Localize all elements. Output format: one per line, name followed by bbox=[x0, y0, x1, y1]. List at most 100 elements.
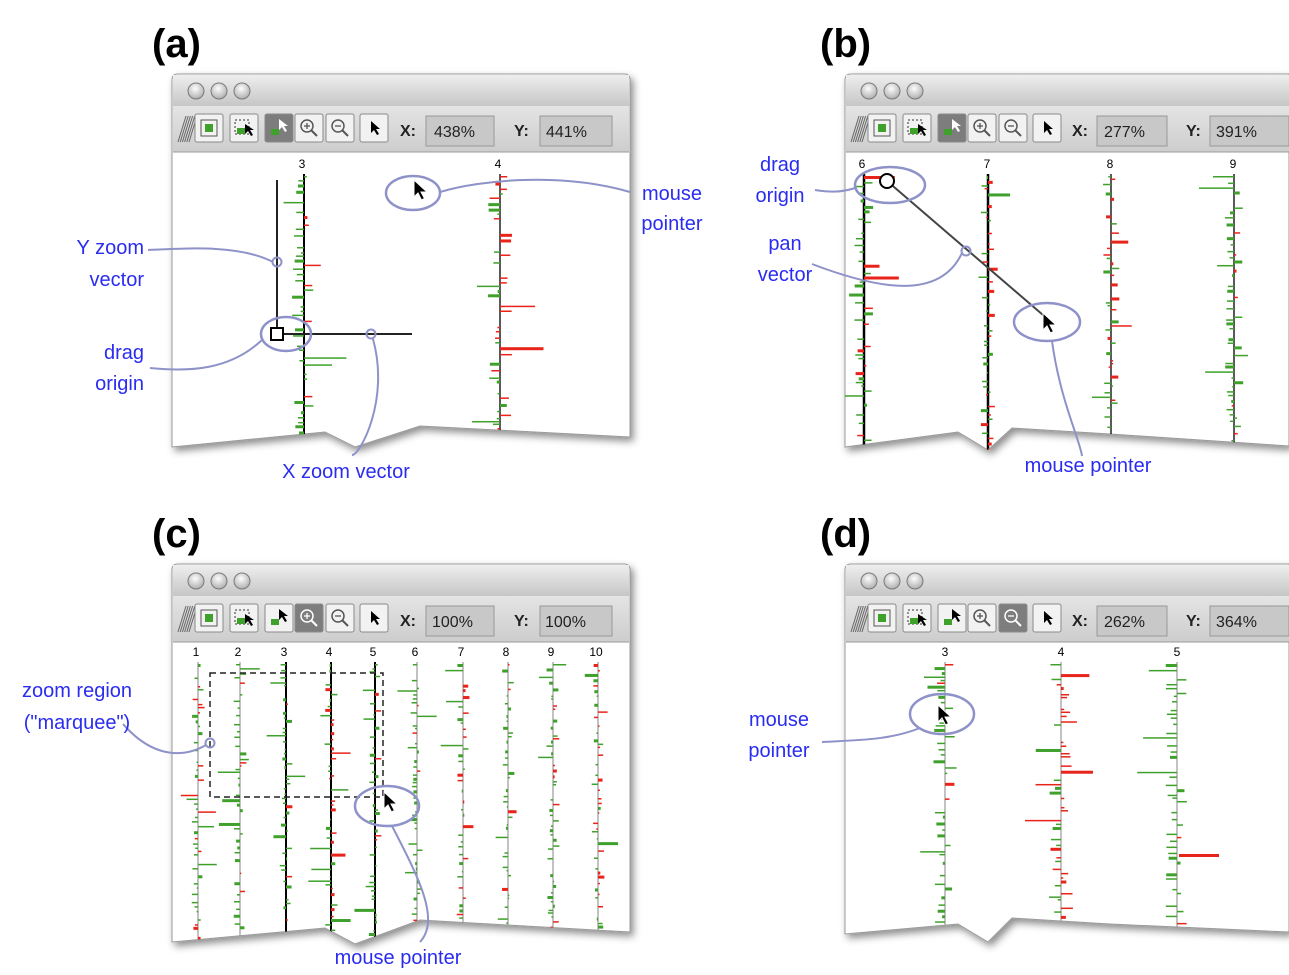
down-bar bbox=[594, 716, 598, 719]
window-zoom-button[interactable] bbox=[233, 572, 251, 590]
up-bar bbox=[506, 869, 508, 872]
up-bar bbox=[939, 722, 945, 724]
window-close-button[interactable] bbox=[187, 572, 205, 590]
fit-view-icon[interactable] bbox=[867, 113, 897, 143]
fit-view-icon[interactable] bbox=[194, 113, 224, 143]
zoom-out-icon[interactable] bbox=[998, 603, 1028, 633]
up-bar bbox=[598, 743, 604, 746]
pan-icon[interactable] bbox=[937, 113, 967, 143]
marquee-zoom-icon[interactable] bbox=[229, 603, 259, 633]
up-bar bbox=[598, 922, 603, 925]
up-bar bbox=[1165, 784, 1177, 787]
x-zoom-field[interactable] bbox=[425, 605, 495, 637]
up-bar bbox=[186, 798, 198, 801]
column-label: 4 bbox=[1058, 645, 1065, 659]
select-pointer-icon[interactable] bbox=[359, 603, 389, 633]
up-bar bbox=[1106, 257, 1111, 260]
window-close-button[interactable] bbox=[860, 82, 878, 100]
up-bar bbox=[845, 395, 864, 397]
zoom-in-icon[interactable] bbox=[967, 113, 997, 143]
select-pointer-icon[interactable] bbox=[359, 113, 389, 143]
down-bar bbox=[198, 811, 216, 813]
up-bar bbox=[858, 377, 864, 381]
up-bar bbox=[941, 896, 945, 900]
y-zoom-field[interactable] bbox=[539, 115, 613, 147]
up-bar bbox=[981, 296, 988, 299]
up-bar bbox=[292, 268, 304, 270]
zoom-out-icon[interactable] bbox=[998, 113, 1028, 143]
up-bar bbox=[375, 809, 378, 811]
up-bar bbox=[304, 405, 314, 407]
up-bar bbox=[373, 930, 375, 932]
up-bar bbox=[222, 799, 240, 803]
x-zoom-field[interactable] bbox=[425, 115, 495, 147]
up-bar bbox=[1234, 425, 1241, 428]
zoom-out-icon[interactable] bbox=[325, 603, 355, 633]
toolbar-grip-icon[interactable] bbox=[177, 115, 198, 143]
down-bar bbox=[1061, 696, 1068, 699]
up-bar bbox=[508, 874, 512, 877]
drag-origin-handle[interactable] bbox=[270, 327, 284, 341]
up-bar bbox=[411, 702, 417, 704]
up-bar bbox=[458, 754, 463, 758]
down-bar bbox=[1107, 247, 1111, 250]
up-bar bbox=[325, 826, 331, 830]
down-bar bbox=[1061, 674, 1090, 678]
down-bar bbox=[198, 765, 204, 767]
fit-view-icon[interactable] bbox=[867, 603, 897, 633]
up-bar bbox=[1234, 346, 1242, 350]
up-bar bbox=[497, 392, 500, 395]
up-bar bbox=[194, 816, 198, 819]
y-zoom-field[interactable] bbox=[1209, 115, 1289, 147]
pan-vector[interactable] bbox=[886, 180, 1044, 316]
up-bar bbox=[375, 920, 377, 924]
up-bar bbox=[988, 304, 991, 306]
up-bar bbox=[860, 199, 864, 203]
down-bar bbox=[412, 732, 417, 734]
window-zoom-button[interactable] bbox=[906, 82, 924, 100]
up-bar bbox=[1143, 737, 1177, 739]
window-minimize-button[interactable] bbox=[883, 572, 901, 590]
pan-icon[interactable] bbox=[264, 113, 294, 143]
zoom-in-icon[interactable] bbox=[294, 603, 324, 633]
window-close-button[interactable] bbox=[187, 82, 205, 100]
pan-icon[interactable] bbox=[264, 603, 294, 633]
callout-dot bbox=[960, 245, 972, 257]
window-close-button[interactable] bbox=[860, 572, 878, 590]
window-minimize-button[interactable] bbox=[210, 572, 228, 590]
up-bar bbox=[988, 352, 993, 356]
down-bar bbox=[508, 664, 510, 666]
marquee-zoom-icon[interactable] bbox=[902, 603, 932, 633]
toolbar-grip-icon[interactable] bbox=[177, 605, 198, 633]
window-zoom-button[interactable] bbox=[233, 82, 251, 100]
down-bar bbox=[1111, 360, 1114, 362]
zoom-in-icon[interactable] bbox=[294, 113, 324, 143]
window-minimize-button[interactable] bbox=[883, 82, 901, 100]
select-pointer-icon[interactable] bbox=[1032, 603, 1062, 633]
pan-icon[interactable] bbox=[937, 603, 967, 633]
up-bar bbox=[286, 885, 292, 889]
x-zoom-field[interactable] bbox=[1096, 605, 1168, 637]
y-zoom-field[interactable] bbox=[539, 605, 613, 637]
down-bar bbox=[194, 924, 198, 926]
down-bar bbox=[198, 706, 205, 709]
drag-origin-handle[interactable] bbox=[879, 173, 895, 189]
up-bar bbox=[591, 830, 598, 833]
marquee-zoom-icon[interactable] bbox=[902, 113, 932, 143]
zoom-marquee[interactable] bbox=[209, 672, 384, 798]
zoom-in-icon[interactable] bbox=[967, 603, 997, 633]
up-bar bbox=[942, 815, 945, 819]
y-zoom-field[interactable] bbox=[1209, 605, 1289, 637]
fit-view-icon[interactable] bbox=[194, 603, 224, 633]
select-pointer-icon[interactable] bbox=[1032, 113, 1062, 143]
marquee-zoom-icon[interactable] bbox=[229, 113, 259, 143]
zoom-out-icon[interactable] bbox=[325, 113, 355, 143]
up-bar bbox=[1055, 860, 1061, 863]
x-zoom-field[interactable] bbox=[1096, 115, 1168, 147]
up-bar bbox=[978, 276, 988, 278]
up-bar bbox=[294, 401, 304, 405]
window-zoom-button[interactable] bbox=[906, 572, 924, 590]
toolbar-grip-icon[interactable] bbox=[850, 605, 871, 633]
window-minimize-button[interactable] bbox=[210, 82, 228, 100]
down-bar bbox=[304, 264, 321, 267]
